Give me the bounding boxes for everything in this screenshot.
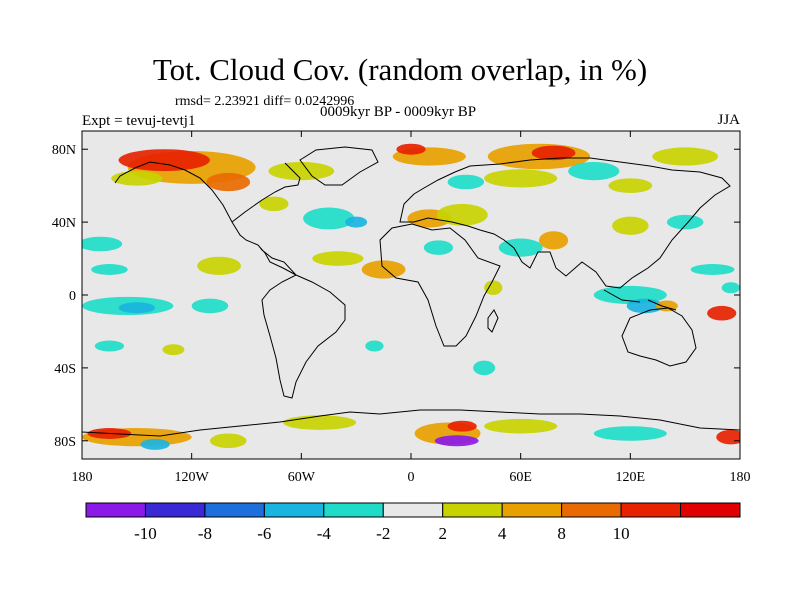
colorbar-swatch xyxy=(501,502,563,518)
anomaly-patch xyxy=(707,305,737,321)
anomaly-patch xyxy=(721,282,740,294)
colorbar-swatch xyxy=(204,502,265,518)
anomaly-patch xyxy=(436,203,488,226)
anomaly-patch xyxy=(666,214,704,230)
anomaly-patch xyxy=(312,251,364,266)
anomaly-patch xyxy=(118,302,156,314)
anomaly-patch xyxy=(259,196,289,212)
anomaly-patch xyxy=(593,426,667,441)
anomaly-patch xyxy=(303,207,355,230)
x-tick-label: 120E xyxy=(616,470,646,485)
coast-eurasia xyxy=(399,157,731,289)
colorbar-swatch xyxy=(85,502,146,518)
anomaly-patch xyxy=(140,438,170,450)
coast-greenland xyxy=(299,146,379,186)
anomaly-patch xyxy=(206,172,251,192)
season-label: JJA xyxy=(717,112,740,128)
x-axis: 180 120W 60W 0 60E 120E 180 xyxy=(72,131,751,485)
colorbar-label: -6 xyxy=(257,524,271,543)
anomaly-patch xyxy=(396,143,426,155)
colorbar-label: 4 xyxy=(498,524,507,543)
anomaly-patch xyxy=(361,260,406,279)
chart-title: Tot. Cloud Cov. (random overlap, in %) xyxy=(152,52,648,87)
colorbar-swatch xyxy=(620,502,682,518)
anomaly-patch xyxy=(268,161,335,181)
y-tick-label: 80S xyxy=(54,435,76,450)
x-tick-label: 60W xyxy=(288,470,316,485)
anomaly-patch xyxy=(111,171,163,186)
anomaly-patch xyxy=(612,216,649,235)
y-axis: 80N 40N 0 40S 80S xyxy=(52,143,740,450)
x-tick-label: 180 xyxy=(72,470,93,485)
colorbar-label: -10 xyxy=(134,524,157,543)
anomaly-patch xyxy=(191,298,229,314)
colorbar-swatch xyxy=(442,502,503,518)
colorbar: -10 -8 -6 -4 -2 2 4 8 10 xyxy=(85,502,741,543)
coast-australia xyxy=(621,307,697,367)
anomaly-patch xyxy=(82,236,123,252)
colorbar-swatch xyxy=(382,502,444,518)
colorbar-label: -4 xyxy=(317,524,332,543)
stats-label: rmsd= 2.23921 diff= 0.0242996 xyxy=(175,94,355,109)
anomaly-patch xyxy=(484,169,558,188)
y-tick-label: 40S xyxy=(54,362,76,377)
coast-indonesia xyxy=(603,289,677,311)
anomaly-patch xyxy=(91,264,128,275)
coast-madagascar xyxy=(487,309,499,333)
coast-antarctica xyxy=(82,409,740,437)
x-tick-label: 0 xyxy=(408,470,415,485)
anomaly-patch xyxy=(652,147,719,166)
coast-africa xyxy=(379,223,501,347)
colorbar-swatch xyxy=(144,502,206,518)
anomaly-patch xyxy=(447,420,477,432)
colorbar-swatch xyxy=(561,502,622,518)
anomaly-patch xyxy=(484,418,558,434)
colorbar-label: -8 xyxy=(198,524,212,543)
anomaly-patch xyxy=(162,344,185,356)
x-tick-label: 120W xyxy=(175,470,210,485)
anomaly-patch xyxy=(434,435,479,447)
colorbar-swatch xyxy=(263,502,325,518)
anomaly-patch xyxy=(498,238,543,257)
anomaly-layer xyxy=(82,143,740,450)
colorbar-label: -2 xyxy=(376,524,390,543)
colorbar-label: 10 xyxy=(613,524,630,543)
anomaly-patch xyxy=(365,340,384,352)
anomaly-patch xyxy=(423,240,454,255)
coast-south-america xyxy=(261,274,346,399)
y-tick-label: 80N xyxy=(52,143,76,158)
anomaly-patch xyxy=(484,280,503,296)
colorbar-swatch xyxy=(680,502,741,518)
anomaly-patch xyxy=(473,360,496,376)
y-tick-label: 0 xyxy=(69,289,76,304)
colorbar-label: 8 xyxy=(557,524,566,543)
anomaly-patch xyxy=(608,178,653,193)
anomaly-patch xyxy=(531,145,576,161)
anomaly-patch xyxy=(716,429,740,445)
anomaly-patch xyxy=(118,149,210,172)
anomaly-patch xyxy=(197,256,242,275)
experiment-label: Expt = tevuj-tevtj1 xyxy=(82,113,196,129)
anomaly-patch xyxy=(447,174,485,190)
colorbar-swatch xyxy=(323,502,384,518)
anomaly-patch xyxy=(94,340,125,352)
anomaly-patch xyxy=(283,415,357,430)
coast-north-america xyxy=(114,161,297,276)
anomaly-patch xyxy=(345,216,368,228)
anomaly-patch xyxy=(209,433,247,449)
anomaly-patch xyxy=(538,231,569,250)
coastline-layer xyxy=(82,146,740,437)
colorbar-label: 2 xyxy=(438,524,447,543)
anomaly-patch xyxy=(690,264,735,275)
x-tick-label: 180 xyxy=(730,470,751,485)
y-tick-label: 40N xyxy=(52,216,76,231)
x-tick-label: 60E xyxy=(509,470,532,485)
period-label: 0009kyr BP - 0009kyr BP xyxy=(320,104,477,120)
coast-north-america-east xyxy=(231,162,301,223)
anomaly-patch xyxy=(568,161,620,181)
